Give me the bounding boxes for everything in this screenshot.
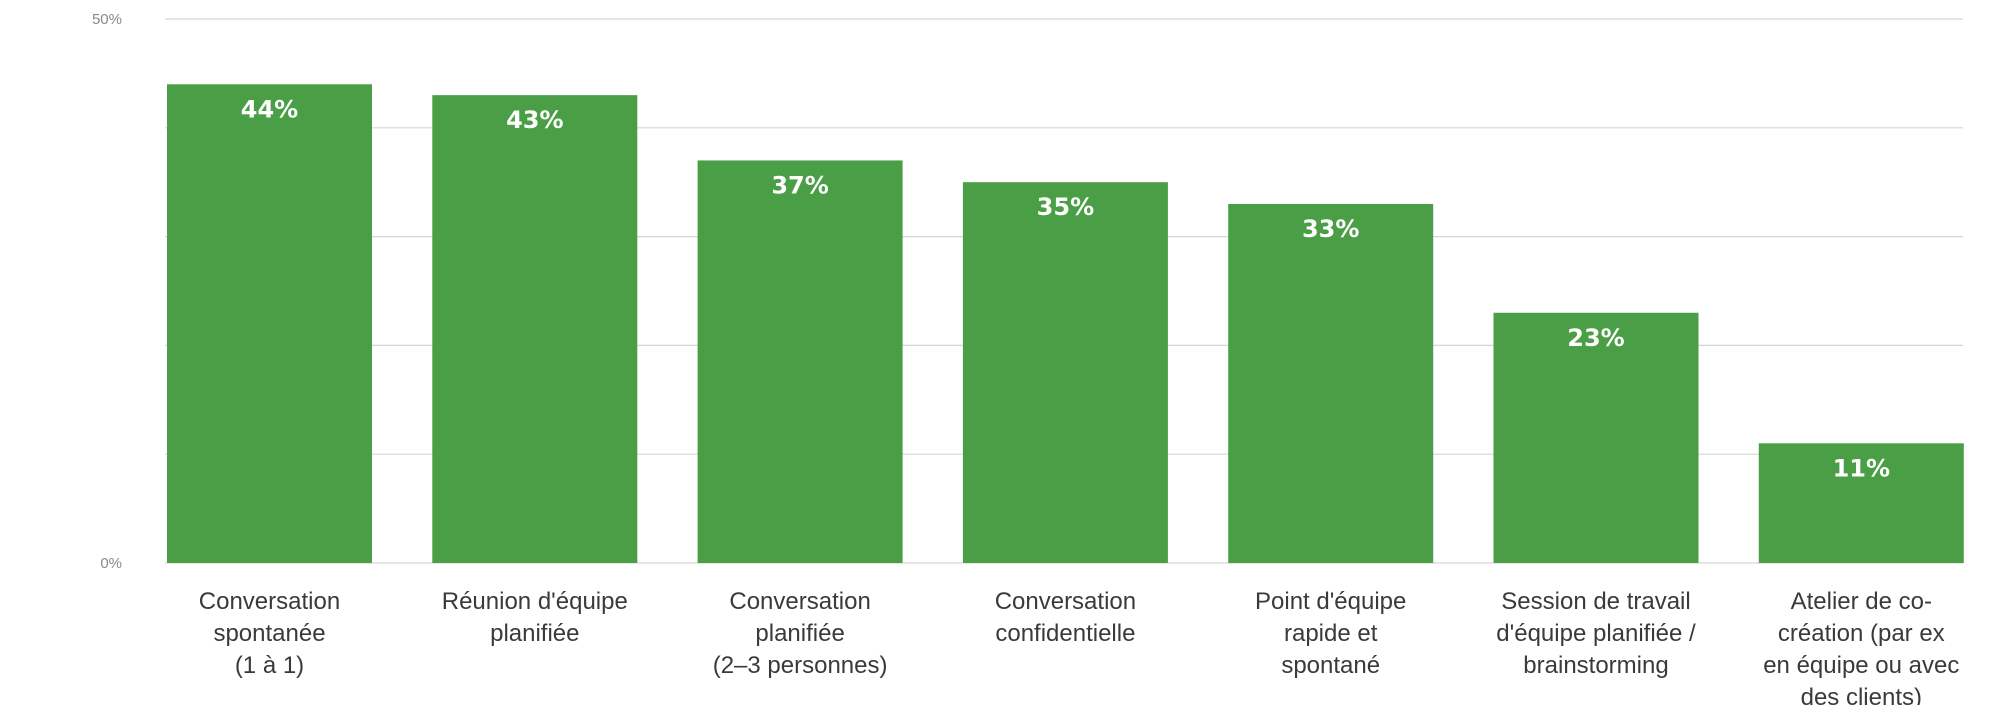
bar (697, 160, 903, 563)
y-axis: 0% 50% (92, 11, 122, 572)
y-tick-label: 50% (92, 11, 122, 28)
bar (432, 95, 638, 563)
bar-value-label: 11% (1833, 454, 1890, 482)
category-label: Conversation spontanée (1 à 1) (199, 588, 340, 679)
category-label: Point d'équipe rapide et spontané (1255, 588, 1406, 679)
category-label: Atelier de co-création (par ex en équipe … (1763, 588, 1959, 705)
bar-value-label: 44% (241, 95, 298, 123)
bar-value-label: 35% (1037, 193, 1094, 221)
bar-value-label: 33% (1302, 215, 1359, 243)
bar (1758, 443, 1964, 563)
bars: 44% 43% 37% 35% 33% 23% 11% (167, 84, 1964, 563)
bar-value-label: 43% (506, 106, 563, 134)
bar (1228, 203, 1434, 563)
category-label: Conversation planifiée (2–3 personnes) (713, 588, 888, 679)
category-label: Conversation confidentielle (995, 588, 1136, 647)
bar-value-label: 37% (771, 171, 828, 199)
x-axis: Conversation spontanée (1 à 1) Réunion d'éq… (199, 588, 1960, 705)
bar-value-label: 23% (1567, 324, 1624, 352)
bar (167, 84, 372, 563)
category-label: Session de travail d'équipe planifiée / br… (1496, 588, 1696, 679)
bar (1493, 312, 1699, 563)
category-label: Réunion d'équipe planifiée (442, 588, 628, 647)
bar (962, 182, 1168, 563)
y-tick-label: 0% (100, 555, 122, 572)
